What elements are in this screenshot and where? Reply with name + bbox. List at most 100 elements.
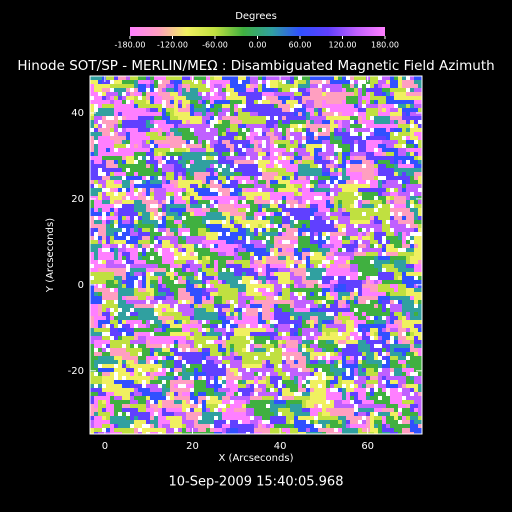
- pixel: [146, 76, 150, 80]
- pixel: [266, 268, 270, 272]
- pixel: [290, 104, 294, 108]
- pixel: [362, 248, 366, 252]
- pixel: [162, 244, 166, 248]
- pixel: [90, 92, 94, 96]
- pixel: [274, 232, 278, 236]
- pixel: [94, 268, 98, 272]
- pixel: [170, 260, 174, 264]
- pixel: [294, 200, 298, 204]
- pixel: [302, 128, 306, 132]
- pixel: [230, 92, 234, 96]
- pixel: [138, 168, 142, 172]
- pixel: [194, 208, 198, 212]
- pixel: [362, 128, 366, 132]
- pixel: [326, 292, 330, 296]
- pixel: [378, 128, 382, 132]
- pixel: [194, 192, 198, 196]
- pixel: [346, 120, 350, 124]
- pixel: [114, 240, 118, 244]
- pixel: [330, 124, 334, 128]
- pixel: [230, 112, 234, 116]
- pixel: [106, 296, 110, 300]
- pixel: [326, 156, 330, 160]
- pixel: [354, 252, 358, 256]
- pixel: [330, 312, 334, 316]
- pixel: [350, 80, 354, 84]
- pixel: [150, 156, 154, 160]
- pixel: [294, 300, 298, 304]
- pixel: [382, 240, 386, 244]
- pixel: [250, 292, 254, 296]
- pixel: [242, 276, 246, 280]
- pixel: [234, 180, 238, 184]
- pixel: [318, 160, 322, 164]
- pixel: [158, 280, 162, 284]
- pixel: [94, 296, 98, 300]
- pixel: [354, 80, 358, 84]
- pixel: [166, 240, 170, 244]
- pixel: [334, 84, 338, 88]
- pixel: [222, 100, 226, 104]
- pixel: [382, 292, 386, 296]
- pixel: [330, 160, 334, 164]
- pixel: [306, 152, 310, 156]
- pixel: [338, 136, 342, 140]
- pixel: [130, 228, 134, 232]
- pixel: [310, 220, 314, 224]
- pixel: [410, 268, 414, 272]
- pixel: [362, 300, 366, 304]
- pixel: [342, 252, 346, 256]
- pixel: [166, 184, 170, 188]
- pixel: [374, 200, 378, 204]
- pixel: [126, 236, 130, 240]
- pixel: [346, 252, 350, 256]
- pixel: [386, 108, 390, 112]
- pixel: [358, 232, 362, 236]
- pixel: [386, 164, 390, 168]
- pixel: [274, 260, 278, 264]
- pixel: [322, 212, 326, 216]
- pixel: [150, 228, 154, 232]
- pixel: [286, 284, 290, 288]
- pixel: [94, 256, 98, 260]
- pixel: [150, 148, 154, 152]
- pixel: [122, 292, 126, 296]
- pixel: [118, 296, 122, 300]
- pixel: [98, 216, 102, 220]
- pixel: [138, 232, 142, 236]
- pixel: [186, 164, 190, 168]
- pixel: [386, 116, 390, 120]
- pixel: [138, 76, 142, 80]
- pixel: [122, 112, 126, 116]
- pixel: [386, 136, 390, 140]
- pixel: [178, 152, 182, 156]
- pixel: [262, 292, 266, 296]
- pixel: [366, 200, 370, 204]
- pixel: [406, 288, 410, 292]
- pixel: [282, 124, 286, 128]
- pixel: [350, 304, 354, 308]
- pixel: [270, 280, 274, 284]
- pixel: [374, 188, 378, 192]
- pixel: [150, 184, 154, 188]
- pixel: [154, 156, 158, 160]
- pixel: [362, 76, 366, 80]
- pixel: [222, 192, 226, 196]
- pixel: [282, 244, 286, 248]
- pixel: [230, 304, 234, 308]
- pixel: [234, 148, 238, 152]
- pixel: [186, 132, 190, 136]
- pixel: [174, 152, 178, 156]
- pixel: [342, 156, 346, 160]
- pixel: [214, 184, 218, 188]
- pixel: [218, 152, 222, 156]
- pixel: [226, 76, 230, 80]
- pixel: [386, 204, 390, 208]
- pixel: [234, 144, 238, 148]
- pixel: [346, 140, 350, 144]
- pixel: [226, 164, 230, 168]
- pixel: [194, 272, 198, 276]
- pixel: [390, 144, 394, 148]
- pixel: [190, 308, 194, 312]
